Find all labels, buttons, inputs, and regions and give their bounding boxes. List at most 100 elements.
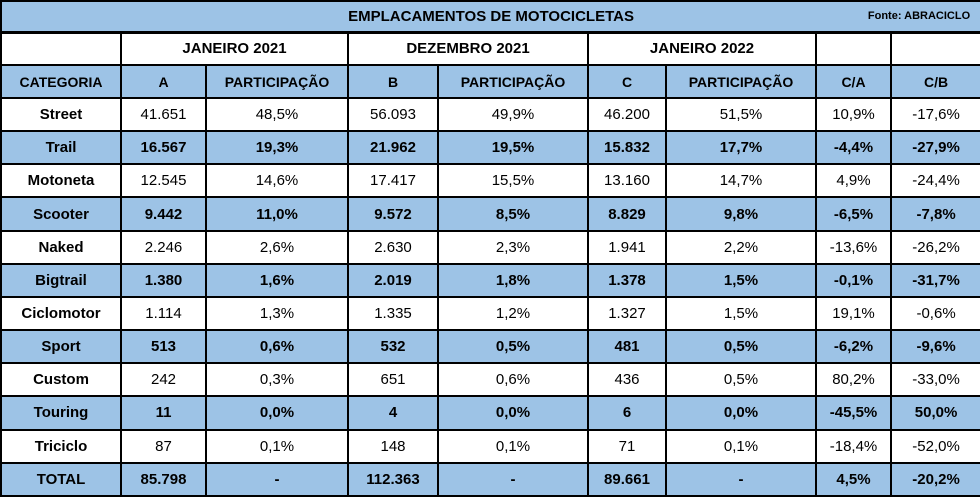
value-cell: 148 xyxy=(347,428,439,464)
title-cell: EMPLACAMENTOS DE MOTOCICLETAS Fonte: ABR… xyxy=(0,0,980,34)
value-cell: -4,4% xyxy=(815,130,892,166)
value-cell: 0,0% xyxy=(205,395,349,431)
value-cell: -26,2% xyxy=(889,229,980,265)
value-cell: 2,3% xyxy=(437,229,589,265)
value-cell: -52,0% xyxy=(889,428,980,464)
value-cell: -33,0% xyxy=(889,362,980,398)
column-header-row: CATEGORIA A PARTICIPAÇÃO B PARTICIPAÇÃO C PART… xyxy=(0,64,980,99)
value-cell: 8,5% xyxy=(437,196,589,232)
table-row: Scooter 9.442 11,0% 9.572 8,5% 8.829 9,8% -6,5%… xyxy=(0,196,980,232)
table-row: Naked 2.246 2,6% 2.630 2,3% 1.941 2,2% -13,6% -2… xyxy=(0,229,980,265)
value-cell: -0,1% xyxy=(815,262,892,298)
period-header: JANEIRO 2022 xyxy=(587,31,817,66)
value-cell: 4,9% xyxy=(815,163,892,199)
category-cell: Custom xyxy=(0,362,122,398)
value-cell: 21.962 xyxy=(347,130,439,166)
value-cell: 0,0% xyxy=(437,395,589,431)
value-cell: 0,0% xyxy=(665,395,817,431)
value-cell: -17,6% xyxy=(889,96,980,133)
value-cell: 17.417 xyxy=(347,163,439,199)
value-cell: 1.941 xyxy=(587,229,667,265)
value-cell: 0,6% xyxy=(437,362,589,398)
value-cell: 11,0% xyxy=(205,196,349,232)
value-cell: 242 xyxy=(120,362,207,398)
category-cell: Trail xyxy=(0,130,122,166)
table-row: Touring 11 0,0% 4 0,0% 6 0,0% -45,5% 50,0% xyxy=(0,395,980,431)
value-cell: - xyxy=(205,461,349,497)
value-cell: -24,4% xyxy=(889,163,980,199)
value-cell: -6,5% xyxy=(815,196,892,232)
value-cell: 10,9% xyxy=(815,96,892,133)
value-cell: 19,5% xyxy=(437,130,589,166)
value-cell: 17,7% xyxy=(665,130,817,166)
value-cell: -7,8% xyxy=(889,196,980,232)
source-label: Fonte: ABRACICLO xyxy=(867,10,971,23)
value-cell: 1,5% xyxy=(665,262,817,298)
value-cell: 87 xyxy=(120,428,207,464)
value-cell: 9,8% xyxy=(665,196,817,232)
value-cell: -13,6% xyxy=(815,229,892,265)
period-header-row: JANEIRO 2021 DEZEMBRO 2021 JANEIRO 2022 xyxy=(0,31,980,66)
value-cell: -31,7% xyxy=(889,262,980,298)
value-cell: 1.335 xyxy=(347,295,439,332)
value-cell: -0,6% xyxy=(889,295,980,332)
empty-header-cell xyxy=(815,31,892,66)
value-cell: 0,6% xyxy=(205,329,349,365)
value-cell: 436 xyxy=(587,362,667,398)
value-cell: 1.380 xyxy=(120,262,207,298)
value-cell: -27,9% xyxy=(889,130,980,166)
value-cell: 8.829 xyxy=(587,196,667,232)
value-cell: -6,2% xyxy=(815,329,892,365)
value-cell: 6 xyxy=(587,395,667,431)
column-header: B xyxy=(347,64,439,99)
column-header: PARTICIPAÇÃO xyxy=(437,64,589,99)
value-cell: 2.019 xyxy=(347,262,439,298)
table-row: Triciclo 87 0,1% 148 0,1% 71 0,1% -18,4% -52,0% xyxy=(0,428,980,464)
page-title: EMPLACAMENTOS DE MOTOCICLETAS xyxy=(348,7,634,25)
value-cell: 0,5% xyxy=(665,329,817,365)
value-cell: 9.442 xyxy=(120,196,207,232)
value-cell: 1.378 xyxy=(587,262,667,298)
category-cell: Scooter xyxy=(0,196,122,232)
value-cell: 513 xyxy=(120,329,207,365)
value-cell: 71 xyxy=(587,428,667,464)
category-cell: Triciclo xyxy=(0,428,122,464)
category-cell: TOTAL xyxy=(0,461,122,497)
value-cell: -45,5% xyxy=(815,395,892,431)
table-row: Bigtrail 1.380 1,6% 2.019 1,8% 1.378 1,5% -0,1%… xyxy=(0,262,980,298)
value-cell: 12.545 xyxy=(120,163,207,199)
category-cell: Touring xyxy=(0,395,122,431)
value-cell: 1,6% xyxy=(205,262,349,298)
value-cell: 4 xyxy=(347,395,439,431)
value-cell: 56.093 xyxy=(347,96,439,133)
column-header: C/A xyxy=(815,64,892,99)
value-cell: 1.327 xyxy=(587,295,667,332)
value-cell: -9,6% xyxy=(889,329,980,365)
category-cell: Ciclomotor xyxy=(0,295,122,332)
value-cell: 481 xyxy=(587,329,667,365)
total-row: TOTAL 85.798-112.363-89.661-4,5% -20,2% xyxy=(0,461,980,497)
value-cell: 19,3% xyxy=(205,130,349,166)
value-cell: 1.114 xyxy=(120,295,207,332)
value-cell: 532 xyxy=(347,329,439,365)
value-cell: 0,1% xyxy=(205,428,349,464)
column-header: A xyxy=(120,64,207,99)
value-cell: 49,9% xyxy=(437,96,589,133)
value-cell: 19,1% xyxy=(815,295,892,332)
value-cell: 0,1% xyxy=(437,428,589,464)
value-cell: 15,5% xyxy=(437,163,589,199)
value-cell: 2.246 xyxy=(120,229,207,265)
value-cell: 4,5% xyxy=(815,461,892,497)
table-row: Ciclomotor 1.114 1,3% 1.335 1,2% 1.327 1,5% 19,… xyxy=(0,295,980,332)
empty-header-cell xyxy=(889,31,980,66)
value-cell: 46.200 xyxy=(587,96,667,133)
value-cell: 2.630 xyxy=(347,229,439,265)
title-row: EMPLACAMENTOS DE MOTOCICLETAS Fonte: ABR… xyxy=(0,0,980,34)
value-cell: 0,5% xyxy=(665,362,817,398)
column-header: C xyxy=(587,64,667,99)
value-cell: 50,0% xyxy=(889,395,980,431)
value-cell: 2,6% xyxy=(205,229,349,265)
value-cell: 11 xyxy=(120,395,207,431)
value-cell: 0,3% xyxy=(205,362,349,398)
category-cell: Motoneta xyxy=(0,163,122,199)
